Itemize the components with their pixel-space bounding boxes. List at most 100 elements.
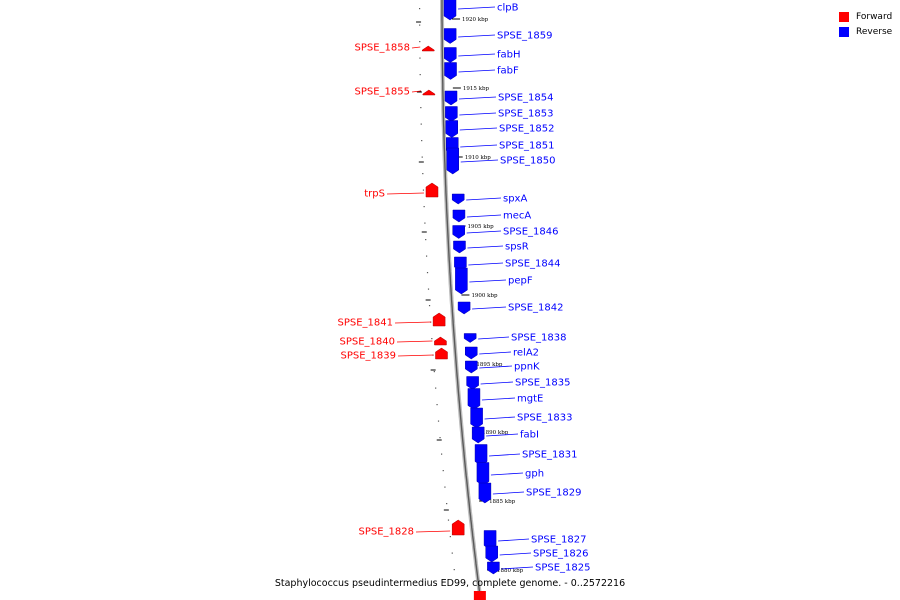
track-dot <box>419 57 421 59</box>
legend-forward-label: Forward <box>856 11 893 22</box>
track-dot <box>425 239 427 241</box>
reverse-gene-leader <box>466 214 502 218</box>
forward-gene-label: SPSE_1828 <box>359 527 415 538</box>
reverse-gene-label: SPSE_1827 <box>531 535 587 546</box>
reverse-gene-label: SPSE_1846 <box>503 227 559 238</box>
track-dot <box>420 107 422 109</box>
track-dot <box>419 74 421 76</box>
reverse-gene-arrow <box>463 333 477 343</box>
forward-gene-leader <box>394 321 432 324</box>
forward-gene-arrow <box>451 519 465 536</box>
reverse-gene-leader <box>486 433 519 437</box>
track-dot <box>435 387 437 389</box>
reverse-gene-label: SPSE_1851 <box>499 141 555 152</box>
track-dot <box>419 41 421 43</box>
track-dot <box>426 272 429 274</box>
reverse-gene-arrow <box>451 193 465 205</box>
reverse-gene-leader <box>479 351 512 355</box>
reverse-gene-leader <box>468 262 504 266</box>
reverse-gene-leader <box>457 6 496 10</box>
track-dot <box>419 8 421 10</box>
tick-label: 1880 kbp <box>497 568 524 574</box>
reverse-gene-arrow <box>444 62 457 80</box>
reverse-gene-label: spsR <box>505 242 529 253</box>
backbone-line <box>441 0 482 600</box>
reverse-gene-arrow <box>453 240 466 254</box>
reverse-gene-arrow <box>445 120 459 138</box>
reverse-gene-label: SPSE_1835 <box>515 378 571 389</box>
reverse-gene-label: gph <box>525 469 544 480</box>
forward-gene-leader <box>397 354 434 357</box>
track-dot <box>431 338 433 340</box>
track-dot <box>421 156 423 158</box>
reverse-gene-leader <box>472 306 507 310</box>
forward-swatch <box>839 11 849 22</box>
track-dot <box>449 536 451 538</box>
reverse-gene-leader <box>458 34 496 38</box>
reverse-gene-leader <box>458 96 497 100</box>
reverse-gene-leader <box>469 279 507 283</box>
forward-gene-partial <box>473 591 486 600</box>
legend-forward: Forward <box>839 9 892 24</box>
reverse-gene-leader <box>492 491 525 495</box>
forward-gene-arrow <box>435 347 448 360</box>
track-dot <box>446 503 448 505</box>
reverse-gene-leader <box>459 112 497 116</box>
track-dot <box>451 552 453 554</box>
track-dot <box>427 288 430 290</box>
reverse-gene-arrow <box>452 209 466 223</box>
track-dot <box>441 453 443 455</box>
reverse-swatch <box>839 26 849 37</box>
reverse-gene-label: SPSE_1859 <box>497 31 553 42</box>
forward-gene-label: SPSE_1839 <box>341 351 397 362</box>
reverse-gene-leader <box>466 230 502 234</box>
forward-gene-leader <box>411 46 421 49</box>
legend: Forward Reverse <box>839 9 892 39</box>
forward-gene-arrow <box>422 89 436 96</box>
reverse-gene-leader <box>498 538 530 542</box>
reverse-gene-label: SPSE_1852 <box>499 124 555 135</box>
reverse-gene-label: fabH <box>497 50 521 61</box>
reverse-gene-label: SPSE_1825 <box>535 563 591 574</box>
reverse-gene-label: mecA <box>503 211 531 222</box>
reverse-gene-arrow <box>485 545 498 563</box>
reverse-gene-leader <box>489 453 521 457</box>
reverse-gene-arrow <box>443 28 457 44</box>
track-dot <box>444 486 446 488</box>
reverse-gene-leader <box>481 397 516 401</box>
tick-label: 1895 kbp <box>476 362 503 368</box>
legend-reverse: Reverse <box>839 24 892 39</box>
reverse-gene-arrow <box>467 388 481 410</box>
reverse-gene-arrow <box>465 360 478 374</box>
forward-gene-arrow <box>432 312 446 327</box>
reverse-gene-label: pepF <box>508 276 533 287</box>
forward-gene-arrow <box>425 182 439 198</box>
track-dot <box>422 189 425 191</box>
track-dot <box>428 305 431 307</box>
tick-label: 1920 kbp <box>462 17 489 23</box>
reverse-gene-leader <box>458 69 496 73</box>
track-dot <box>419 24 421 26</box>
reverse-gene-label: SPSE_1838 <box>511 333 567 344</box>
map-caption: Staphylococcus pseudintermedius ED99, co… <box>274 578 626 589</box>
reverse-gene-label: SPSE_1850 <box>500 156 556 167</box>
forward-gene-leader <box>411 90 421 93</box>
reverse-gene-arrow <box>455 267 468 295</box>
reverse-gene-leader <box>499 552 532 556</box>
tick-label: 1900 kbp <box>471 293 498 299</box>
tick-label: 1905 kbp <box>468 224 495 230</box>
reverse-gene-arrow <box>444 47 457 63</box>
tick-label: 1915 kbp <box>463 86 490 92</box>
reverse-gene-arrow <box>452 225 465 239</box>
reverse-gene-arrow <box>478 482 492 504</box>
reverse-gene-label: SPSE_1829 <box>526 488 582 499</box>
tick-label: 1910 kbp <box>465 155 492 161</box>
reverse-gene-label: SPSE_1844 <box>505 259 561 270</box>
reverse-gene-leader <box>480 381 514 385</box>
forward-gene-label: SPSE_1855 <box>355 87 411 98</box>
forward-gene-leader <box>415 530 451 533</box>
track-dot <box>436 404 438 406</box>
track-dot <box>447 519 450 521</box>
reverse-gene-arrow <box>465 346 478 360</box>
reverse-gene-label: fabF <box>497 66 519 77</box>
